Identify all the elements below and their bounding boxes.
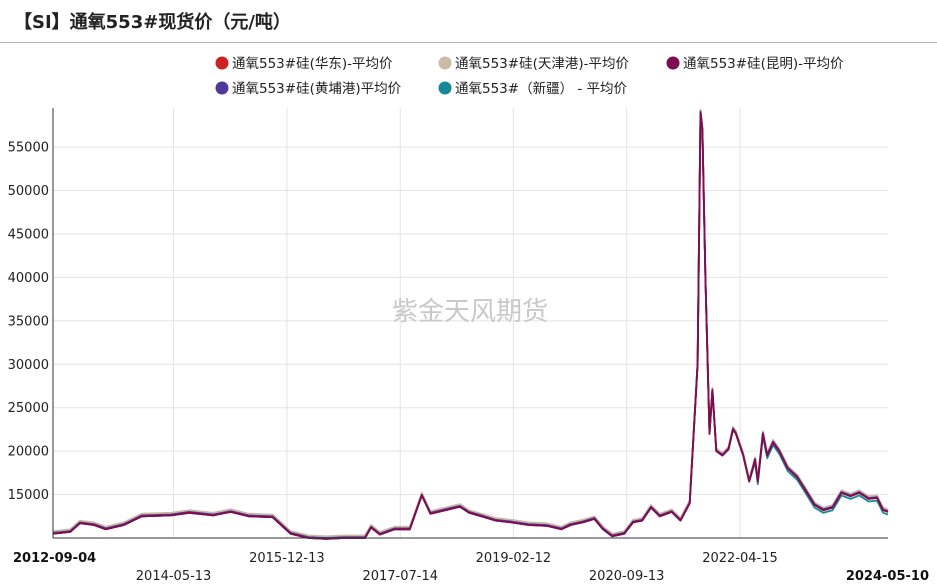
legend-label: 通氧553#硅(华东)-平均价 [232,56,393,72]
legend: 通氧553#硅(华东)-平均价 通氧553#硅(天津港)-平均价 通氧553#硅(昆… [215,56,844,97]
chart-title: 【SI】通氧553#现货价（元/吨） [14,12,291,33]
x-tick-label: 2014-05-13 [136,569,212,584]
title-divider [0,42,937,43]
y-tick-label: 25000 [8,401,49,416]
watermark: 紫金天风期货 [392,297,548,327]
y-tick-label: 55000 [8,141,49,156]
y-tick-label: 30000 [8,358,49,373]
y-tick-label: 40000 [8,271,49,286]
y-tick-label: 45000 [8,227,49,242]
legend-marker [438,56,452,70]
y-tick-label: 20000 [8,445,49,460]
x-tick-label: 2012-09-04 [13,551,96,566]
x-tick-label: 2017-07-14 [362,569,438,584]
legend-label: 通氧553#（新疆） - 平均价 [455,81,628,97]
legend-marker [215,81,229,95]
x-tick-label: 2022-04-15 [702,551,778,566]
x-tick-label: 2015-12-13 [249,551,325,566]
series-lines [52,108,889,540]
legend-marker [438,81,452,95]
y-tick-label: 50000 [8,184,49,199]
legend-label: 通氧553#硅(天津港)-平均价 [455,56,629,72]
axes: 15000 20000 25000 30000 35000 40000 45000 50000… [8,108,929,584]
grid-lines [53,108,888,538]
x-tick-label: 2020-09-13 [589,569,665,584]
y-tick-label: 35000 [8,314,49,329]
legend-label: 通氧553#硅(昆明)-平均价 [683,56,844,72]
legend-marker [215,56,229,70]
y-tick-label: 15000 [8,488,49,503]
legend-label: 通氧553#硅(黄埔港)平均价 [232,81,402,97]
x-tick-label: 2024-05-10 [846,569,929,584]
x-tick-label: 2019-02-12 [476,551,552,566]
legend-marker [666,56,680,70]
series-line [52,111,889,540]
